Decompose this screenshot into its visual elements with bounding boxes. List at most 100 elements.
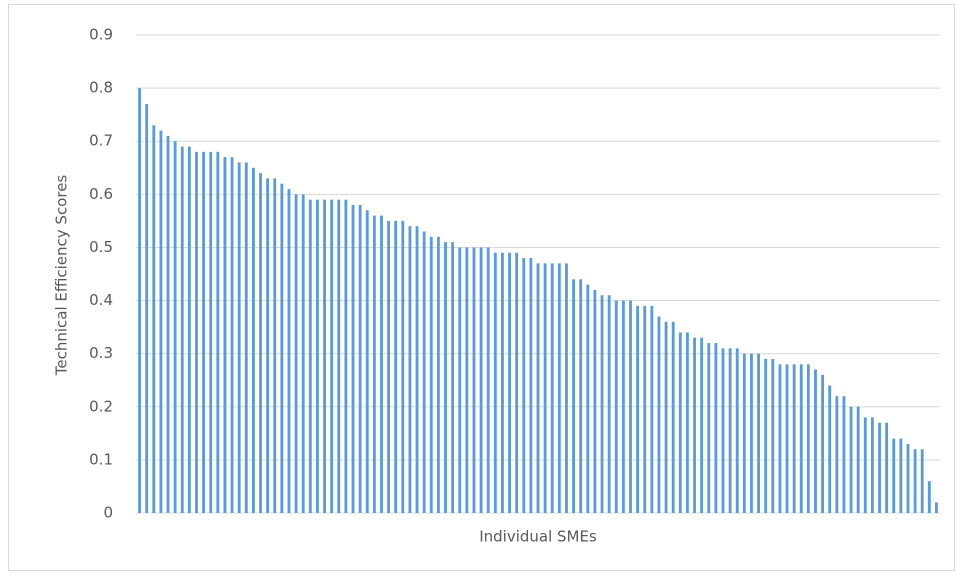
- bar: [707, 343, 711, 513]
- bar: [287, 189, 291, 513]
- bar: [849, 406, 853, 513]
- bar: [387, 220, 391, 513]
- bar: [436, 236, 440, 514]
- bar: [543, 263, 547, 513]
- bar: [344, 199, 348, 513]
- bar: [600, 295, 604, 513]
- bar: [187, 146, 191, 514]
- bar: [166, 135, 170, 513]
- bar: [259, 173, 262, 514]
- bar: [138, 88, 141, 513]
- bar: [927, 481, 931, 513]
- bar: [799, 364, 803, 513]
- bar: [223, 157, 227, 513]
- bar: [145, 104, 149, 514]
- bar: [664, 321, 668, 513]
- bar: [785, 364, 789, 513]
- bar: [330, 199, 334, 513]
- bar: [806, 364, 810, 513]
- bar: [557, 263, 561, 513]
- bar: [835, 396, 839, 513]
- bar: [742, 353, 746, 513]
- bar: [870, 417, 874, 513]
- bar: [828, 385, 832, 513]
- bar: [294, 194, 298, 514]
- bar: [394, 220, 398, 513]
- bar: [671, 321, 675, 513]
- bar: [358, 204, 362, 513]
- bar: [906, 443, 910, 513]
- bar: [821, 374, 825, 513]
- bar: [237, 162, 241, 513]
- bar: [280, 183, 284, 513]
- bar: [764, 358, 768, 513]
- bar: [415, 226, 419, 513]
- bar: [685, 332, 689, 513]
- bar: [678, 332, 682, 513]
- bar: [501, 252, 504, 513]
- bar: [522, 258, 526, 513]
- bar: [614, 300, 618, 513]
- bar: [607, 295, 611, 513]
- bar: [429, 236, 433, 514]
- bar: [173, 141, 177, 513]
- y-tick-label: 0.6: [89, 185, 113, 203]
- y-tick-label: 0.2: [89, 397, 113, 415]
- bar: [863, 417, 867, 513]
- bar: [266, 178, 270, 513]
- bar: [572, 279, 575, 513]
- bar: [650, 305, 654, 513]
- bar: [380, 215, 383, 514]
- bar: [913, 449, 917, 513]
- bar: [422, 231, 426, 513]
- bar: [301, 194, 305, 514]
- bar: [636, 305, 640, 513]
- bar: [878, 422, 881, 513]
- y-tick-label: 0.1: [89, 450, 113, 468]
- bar: [337, 199, 341, 513]
- bar: [714, 343, 718, 513]
- y-tick-label: 0.9: [89, 26, 113, 44]
- bar: [244, 162, 248, 513]
- bar: [550, 263, 554, 513]
- bar: [508, 252, 511, 513]
- bar: [180, 146, 184, 514]
- bar: [230, 157, 234, 513]
- bar: [493, 252, 497, 513]
- y-tick-label: 0.5: [89, 238, 113, 256]
- bar: [365, 210, 369, 513]
- bar: [657, 316, 661, 513]
- bar: [778, 364, 782, 513]
- x-axis-title: Individual SMEs: [479, 528, 597, 546]
- bar: [792, 364, 796, 513]
- bar: [458, 247, 462, 513]
- bar: [920, 449, 924, 513]
- bar: [536, 263, 540, 513]
- bar: [316, 199, 319, 513]
- bar: [693, 337, 696, 513]
- bar: [444, 242, 447, 513]
- bar: [209, 151, 213, 513]
- bar: [372, 215, 376, 514]
- bar: [771, 358, 775, 513]
- bar: [515, 252, 519, 513]
- y-tick-label: 0.3: [89, 344, 113, 362]
- bar: [856, 406, 860, 513]
- y-tick-label: 0.8: [89, 79, 113, 97]
- bar: [565, 263, 568, 513]
- y-tick-label: 0.7: [89, 132, 113, 150]
- bar: [451, 242, 455, 513]
- bar: [195, 151, 198, 513]
- y-tick-label: 0.4: [89, 291, 113, 309]
- bar: [579, 279, 583, 513]
- bar: [529, 258, 533, 513]
- y-tick-label: 0: [103, 504, 113, 522]
- bar: [935, 502, 938, 513]
- bar: [700, 337, 704, 513]
- bar: [757, 353, 760, 513]
- bar: [479, 247, 483, 513]
- bar: [892, 438, 896, 513]
- bar: [351, 204, 355, 513]
- bar: [750, 353, 753, 513]
